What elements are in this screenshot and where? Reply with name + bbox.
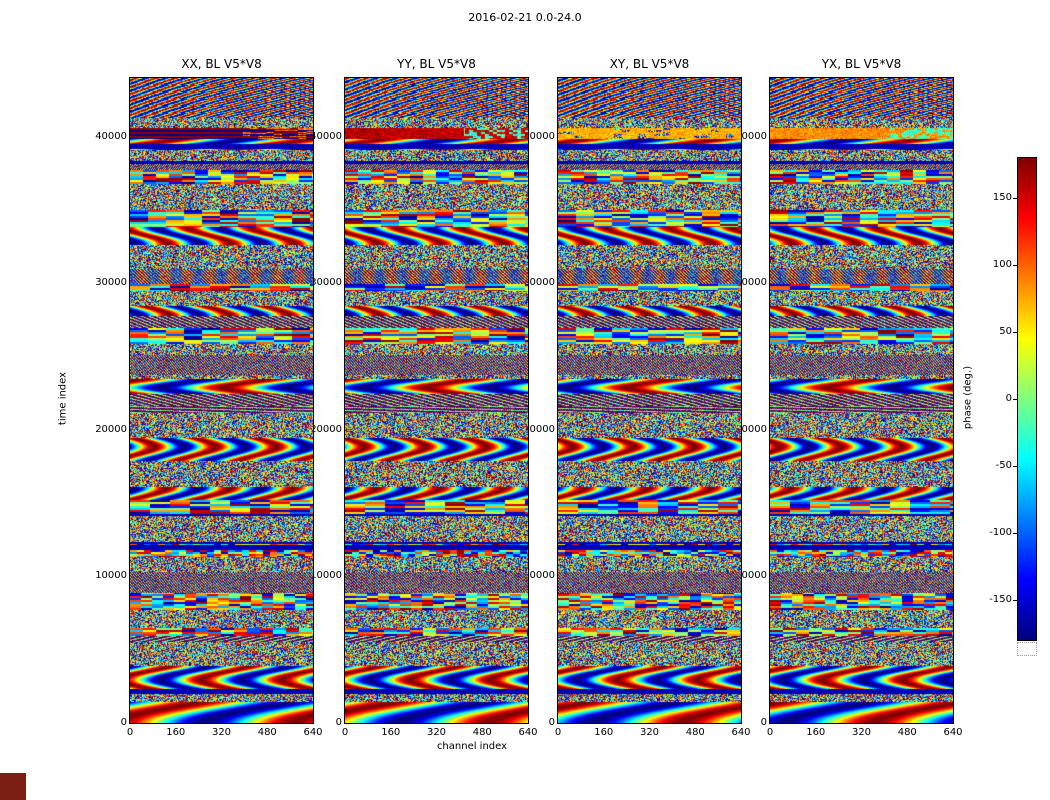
phase-heatmap-canvas <box>770 78 953 723</box>
panel-title: YY, BL V5*V8 <box>397 57 476 71</box>
x-tick-label: 0 <box>554 727 562 738</box>
x-tick-label: 640 <box>518 727 538 738</box>
colorbar <box>1017 157 1037 641</box>
x-tick-label: 480 <box>897 727 917 738</box>
phase-heatmap-canvas <box>558 78 741 723</box>
y-tick-label: 40000 <box>95 130 127 142</box>
heatmap-panel <box>344 77 529 724</box>
colorbar-tick-mark <box>1013 466 1017 467</box>
y-tick-label: 10000 <box>310 570 342 582</box>
background-window-fragment <box>0 773 26 800</box>
x-tick-label: 0 <box>126 727 134 738</box>
y-tick-label: 40000 <box>523 130 555 142</box>
y-tick-label: 30000 <box>95 277 127 289</box>
x-tick-label: 0 <box>766 727 774 738</box>
x-tick-label: 480 <box>685 727 705 738</box>
y-tick-label: 10000 <box>523 570 555 582</box>
y-axis-label: time index <box>57 371 69 426</box>
y-tick-label: 30000 <box>310 277 342 289</box>
x-tick-label: 480 <box>472 727 492 738</box>
x-tick-label: 0 <box>341 727 349 738</box>
colorbar-tick-label: -50 <box>995 459 1012 471</box>
colorbar-tick-mark <box>1013 198 1017 199</box>
x-tick-label: 480 <box>257 727 277 738</box>
y-tick-label: 0 <box>548 717 555 728</box>
x-axis-label: channel index <box>436 741 508 752</box>
colorbar-tick-label: 100 <box>992 259 1012 271</box>
x-tick-label: 320 <box>851 727 872 738</box>
y-tick-label: 20000 <box>523 423 555 435</box>
x-tick-label: 160 <box>381 727 401 738</box>
x-tick-label: 640 <box>303 727 323 738</box>
y-tick-label: 0 <box>335 717 342 728</box>
y-tick-label: 0 <box>120 717 127 728</box>
phase-heatmap-canvas <box>345 78 528 723</box>
x-tick-label: 320 <box>426 727 447 738</box>
x-tick-label: 160 <box>166 727 186 738</box>
y-tick-label: 30000 <box>735 277 767 289</box>
x-tick-label: 640 <box>731 727 751 738</box>
y-tick-label: 0 <box>760 717 767 728</box>
y-tick-label: 40000 <box>735 130 767 142</box>
x-tick-label: 320 <box>639 727 660 738</box>
y-tick-label: 30000 <box>523 277 555 289</box>
y-tick-label: 20000 <box>95 423 127 435</box>
heatmap-panel <box>557 77 742 724</box>
colorbar-gradient-canvas <box>1018 158 1036 640</box>
x-tick-label: 160 <box>806 727 826 738</box>
colorbar-tick-mark <box>1013 332 1017 333</box>
y-tick-label: 40000 <box>310 130 342 142</box>
colorbar-extension <box>1017 642 1037 656</box>
colorbar-tick-label: -150 <box>989 593 1012 605</box>
heatmap-panel <box>129 77 314 724</box>
colorbar-tick-label: 150 <box>992 192 1012 204</box>
x-tick-label: 640 <box>943 727 963 738</box>
y-tick-label: 20000 <box>735 423 767 435</box>
colorbar-tick-mark <box>1013 600 1017 601</box>
colorbar-tick-mark <box>1013 265 1017 266</box>
figure-title: 2016-02-21 0.0-24.0 <box>468 11 582 24</box>
colorbar-tick-mark <box>1013 399 1017 400</box>
colorbar-tick-label: 50 <box>999 326 1012 338</box>
panel-title: YX, BL V5*V8 <box>821 57 902 71</box>
y-tick-label: 20000 <box>310 423 342 435</box>
panel-title: XY, BL V5*V8 <box>609 57 690 71</box>
y-tick-label: 10000 <box>95 570 127 582</box>
x-tick-label: 160 <box>594 727 614 738</box>
y-tick-label: 10000 <box>735 570 767 582</box>
colorbar-tick-label: -100 <box>989 526 1012 538</box>
x-tick-label: 320 <box>211 727 232 738</box>
panel-title: XX, BL V5*V8 <box>181 57 262 71</box>
phase-heatmap-canvas <box>130 78 313 723</box>
heatmap-panel <box>769 77 954 724</box>
colorbar-tick-mark <box>1013 533 1017 534</box>
colorbar-tick-label: 0 <box>1005 393 1012 404</box>
